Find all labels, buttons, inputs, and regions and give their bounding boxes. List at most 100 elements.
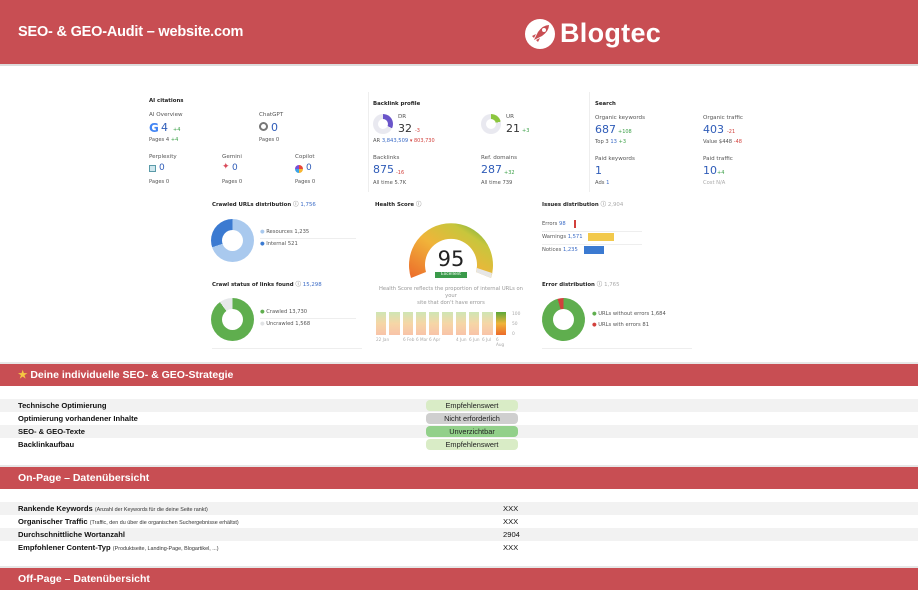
offpage-section-header: Off-Page – Datenübersicht — [0, 566, 918, 590]
onpage-row: Rankende Keywords (Anzahl der Keywords f… — [0, 502, 918, 515]
health-score-history-bars — [376, 312, 506, 335]
issue-label: Errors — [542, 221, 558, 227]
divider — [542, 231, 642, 232]
legend-dot: ● — [260, 309, 265, 315]
x-tick: 6 Jul — [482, 337, 492, 342]
header-bar: SEO- & GEO-Audit – website.com Blogtec — [0, 0, 918, 66]
top3-value: 13 — [610, 139, 617, 145]
organic-keywords-delta: +108 — [618, 129, 632, 135]
gemini-icon: ✦ — [222, 162, 230, 172]
crawl-status-donut — [211, 298, 254, 341]
legend-value: 1,684 — [650, 311, 666, 317]
issue-value: 1,571 — [567, 234, 583, 240]
metric-label: Durchschnittliche Wortanzahl — [18, 530, 126, 539]
metric-note: (Anzahl der Keywords für die deine Seite… — [94, 507, 208, 513]
metric-note: (Traffic, den du über die organischen Su… — [89, 520, 239, 526]
error-distribution-title: Error distribution — [542, 282, 595, 288]
ref-domains-alltime: All time 739 — [481, 180, 513, 186]
health-score-value: 95 — [437, 247, 465, 271]
organic-traffic-delta: -21 — [727, 129, 736, 135]
issue-label: Notices — [542, 247, 562, 253]
ai-overview-delta: +4 — [173, 127, 181, 133]
legend-label: Internal — [266, 241, 287, 247]
backlinks-delta: -16 — [396, 170, 405, 176]
pages-value: 0 — [275, 137, 280, 143]
history-bar — [442, 312, 453, 335]
info-icon: ⓘ — [415, 202, 422, 208]
divider — [542, 348, 692, 349]
dr-delta: -3 — [415, 128, 420, 134]
history-bar — [415, 312, 427, 335]
paid-keywords-label: Paid keywords — [595, 156, 635, 162]
backlinks-label: Backlinks — [373, 155, 400, 161]
strategy-row: Optimierung vorhandener Inhalte Nicht er… — [0, 412, 918, 425]
legend-dot: ● — [260, 321, 265, 327]
star-icon: ★ — [18, 369, 28, 381]
ur-delta: +3 — [522, 128, 530, 134]
backlinks-value: 875 — [373, 163, 394, 176]
status-badge: Nicht erforderlich — [426, 413, 518, 424]
organic-keywords-value: 687 — [595, 123, 616, 136]
pages-label: Pages — [259, 137, 275, 143]
pages-label: Pages — [149, 137, 165, 143]
strategy-row: SEO- & GEO-Texte Unverzichtbar — [0, 425, 918, 438]
health-score-gauge — [406, 216, 496, 286]
legend-label: Uncrawled — [266, 321, 294, 327]
divider — [368, 92, 369, 192]
strategy-row: Backlinkaufbau Empfehlenswert — [0, 438, 918, 451]
history-bar — [429, 312, 440, 335]
top3-delta: +3 — [618, 139, 626, 145]
metric-value: XXX — [503, 517, 519, 526]
history-bar — [455, 312, 467, 335]
info-icon: ⓘ — [596, 282, 603, 288]
issue-label: Warnings — [542, 234, 567, 240]
pages-value: 0 — [165, 179, 170, 185]
divider — [212, 348, 362, 349]
ai-overview-label: AI Overview — [149, 112, 183, 118]
divider — [260, 318, 356, 319]
metric-value: XXX — [503, 504, 519, 513]
backlink-profile-title: Backlink profile — [373, 101, 421, 107]
history-bar-current — [495, 312, 506, 335]
crawled-urls-title: Crawled URLs distribution — [212, 202, 292, 208]
gemini-label: Gemini — [222, 154, 242, 160]
issue-value: 1,235 — [562, 247, 578, 253]
strategy-label: Technische Optimierung — [18, 401, 107, 410]
warnings-bar — [588, 233, 614, 241]
copilot-icon — [295, 165, 303, 173]
pages-delta: +4 — [170, 137, 179, 143]
metric-label: Rankende Keywords — [18, 504, 93, 513]
strategy-title: Deine individuelle SEO- & GEO-Strategie — [30, 369, 234, 381]
dr-donut — [373, 114, 393, 134]
issues-distribution-title: Issues distribution — [542, 202, 599, 208]
issue-value: 98 — [559, 221, 566, 227]
metric-note: (Produktseite, Landing-Page, Blogartikel… — [112, 546, 219, 552]
offpage-title: Off-Page – Datenübersicht — [18, 573, 150, 585]
x-tick: 6 Aug — [496, 337, 505, 347]
info-icon: ⓘ — [295, 282, 301, 288]
brand-logo: Blogtec — [525, 18, 661, 49]
search-title: Search — [595, 101, 616, 107]
traffic-value-delta: -48 — [733, 139, 742, 145]
metric-value: 2904 — [503, 530, 520, 539]
paid-traffic-value: 10 — [703, 164, 717, 177]
y-tick: 100 — [512, 312, 521, 317]
chatgpt-label: ChatGPT — [259, 112, 284, 118]
ref-domains-delta: +32 — [504, 170, 515, 176]
x-tick: 6 Jun — [469, 337, 480, 342]
ads-label: Ads — [595, 180, 605, 186]
chatgpt-icon — [259, 122, 268, 131]
rocket-icon — [525, 18, 555, 49]
paid-traffic-label: Paid traffic — [703, 156, 733, 162]
report-title: SEO- & GEO-Audit – website.com — [18, 24, 244, 40]
status-badge: Empfehlenswert — [426, 439, 518, 450]
perplexity-label: Perplexity — [149, 154, 177, 160]
strategy-label: SEO- & GEO-Texte — [18, 427, 85, 436]
history-bar — [402, 312, 413, 335]
legend-value: 521 — [287, 241, 298, 247]
backlinks-alltime: All time 5.7K — [373, 180, 407, 186]
copilot-value: 0 — [306, 163, 312, 173]
legend-label: Resources — [266, 229, 293, 235]
traffic-value-label: Value $448 — [703, 139, 733, 145]
chatgpt-value: 0 — [271, 121, 278, 134]
